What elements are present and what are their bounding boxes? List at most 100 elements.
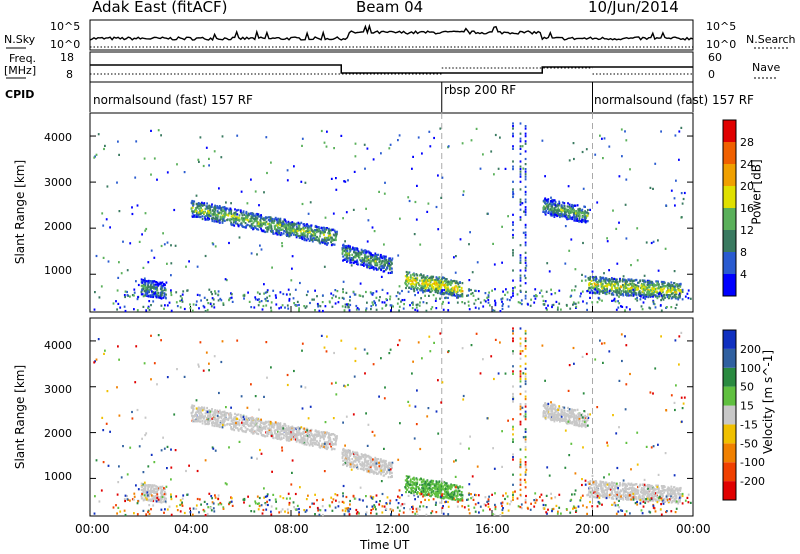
velocity-echo-point [257,429,260,432]
velocity-echo-point [626,484,628,487]
velocity-echo-point [561,419,563,422]
power-echo-point [223,206,226,209]
power-echo-point [454,285,457,288]
velocity-echo-point [253,422,255,425]
velocity-echo-point [445,488,447,491]
velocity-echo-point [245,420,248,423]
velocity-echo-point [650,497,653,500]
power-echo-point [411,280,414,283]
power-echo-point [276,228,278,231]
power-echo-point [427,287,430,290]
power-echo-point [318,239,320,242]
velocity-echo-point [192,407,195,410]
velocity-echo-point [304,442,307,445]
velocity-echo-point [272,426,275,429]
power-echo-point [241,224,243,227]
velocity-echo-point [612,482,614,485]
velocity-echo-point [206,406,208,410]
velocity-echo-point [153,490,155,493]
velocity-echo-point [380,466,383,469]
power-echo-point [229,207,232,211]
power-echo-point [342,243,345,246]
velocity-echo-point [230,413,233,416]
power-echo-point [264,230,267,234]
velocity-echo-point [603,492,606,495]
velocity-echo-point [200,411,202,414]
velocity-echo-point [389,472,391,475]
power-echo-point [378,260,381,264]
velocity-echo-point [261,427,264,430]
power-echo-point [661,289,664,292]
power-echo-point [268,223,271,226]
power-echo-point [646,279,649,282]
velocity-echo-point [611,487,614,490]
velocity-echo-point [252,426,255,429]
power-echo-point [668,290,670,293]
power-echo-point [556,209,559,212]
velocity-echo-point [321,443,324,446]
velocity-echo-point [600,481,603,484]
power-echo-point [320,226,323,229]
velocity-echo-point [445,493,448,496]
velocity-echo-point [336,435,338,438]
power-echo-point [226,213,228,216]
power-echo-point [238,214,241,217]
velocity-echo-point [421,483,423,486]
power-echo-point [154,293,157,296]
power-echo-point [324,242,326,245]
velocity-echo-point [591,496,594,499]
velocity-echo-point [287,425,290,428]
velocity-echo-point [431,483,434,486]
power-echo-point [213,220,216,223]
power-echo-point [223,215,226,218]
velocity-echo-point [221,410,224,414]
power-echo-point [573,215,576,218]
power-echo-point [151,285,154,288]
power-echo-point [378,267,380,270]
power-echo-point [245,210,248,214]
power-echo-point [251,226,253,229]
power-echo-point [623,290,625,293]
velocity-echo-point [221,420,224,423]
velocity-echo-point [282,436,285,439]
velocity-echo-point [406,479,408,482]
velocity-echo-point [197,420,200,423]
power-echo-point [303,227,305,230]
velocity-echo-point [221,426,224,429]
power-echo-point [594,283,596,286]
velocity-echo-point [316,440,318,443]
velocity-echo-point [220,415,223,419]
velocity-echo-point [161,490,164,493]
power-echo-point [282,228,284,231]
power-echo-point [160,284,163,287]
velocity-echo-point [232,419,235,422]
velocity-echo-point [655,494,658,497]
velocity-echo-point [630,490,633,493]
velocity-echo-point [164,493,167,496]
velocity-echo-point [294,433,296,436]
power-echo-point [620,286,622,289]
power-echo-point [234,211,237,214]
power-echo-point [673,287,675,290]
power-echo-point [442,281,444,284]
velocity-echo-point [374,460,376,463]
power-echo-point [216,219,219,222]
power-echo-point [622,286,625,289]
velocity-echo-point [150,491,152,494]
power-echo-point [416,286,419,290]
power-echo-point [330,244,333,247]
power-echo-point [550,209,553,212]
power-echo-point [442,292,444,295]
power-echo-point [432,287,435,290]
power-echo-point [292,228,295,231]
power-echo-point [641,290,644,293]
power-echo-point [354,256,357,259]
velocity-echo-point [670,485,673,488]
velocity-echo-point [608,482,611,485]
power-echo-point [223,209,225,213]
power-echo-point [200,207,202,210]
power-echo-point [325,228,328,231]
velocity-echo-point [259,425,262,428]
velocity-echo-point [286,435,289,438]
velocity-echo-point [153,489,155,492]
